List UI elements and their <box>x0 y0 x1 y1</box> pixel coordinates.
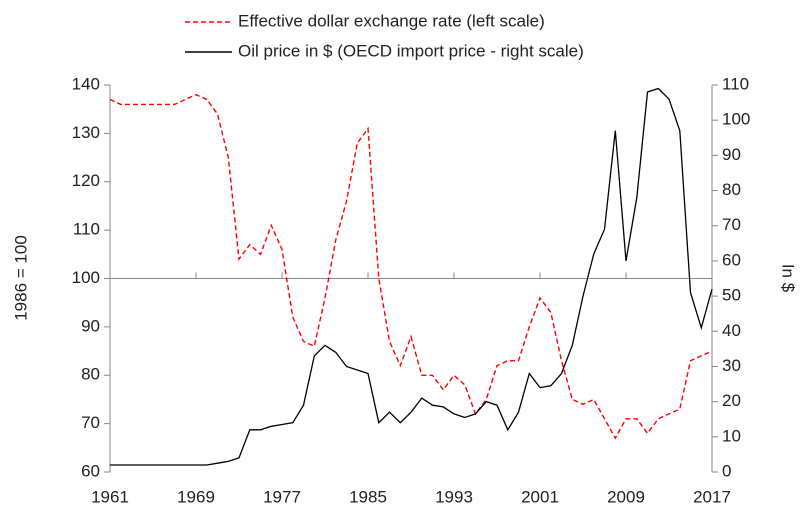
series-line <box>110 87 713 466</box>
legend-label: Effective dollar exchange rate (left sca… <box>238 11 545 30</box>
x-tick-label: 1961 <box>91 487 129 506</box>
x-tick-label: 1985 <box>349 487 387 506</box>
x-tick-label: 2001 <box>521 487 559 506</box>
y-tick-label: 110 <box>73 220 100 239</box>
y2-tick-label: 10 <box>722 426 741 445</box>
y-tick-label: 60 <box>81 461 100 480</box>
y2-tick-label: 90 <box>722 145 741 164</box>
y2-axis-label: In $ <box>779 264 798 293</box>
y2-tick-label: 70 <box>722 215 741 234</box>
y2-tick-label: 60 <box>722 250 741 269</box>
legend-label: Oil price in $ (OECD import price - righ… <box>238 41 584 60</box>
y-tick-label: 80 <box>81 365 100 384</box>
y-tick-label: 120 <box>72 171 100 190</box>
y-tick-label: 90 <box>81 316 100 335</box>
y2-tick-label: 30 <box>722 356 741 375</box>
y-tick-label: 140 <box>72 74 100 93</box>
y2-tick-label: 20 <box>722 391 741 410</box>
y2-tick-label: 80 <box>722 180 741 199</box>
x-tick-label: 2009 <box>607 487 645 506</box>
y2-tick-label: 0 <box>722 461 731 480</box>
x-tick-label: 2017 <box>693 487 731 506</box>
x-tick-label: 1969 <box>177 487 215 506</box>
x-tick-label: 1993 <box>435 487 473 506</box>
y-tick-label: 100 <box>72 268 100 287</box>
y2-tick-label: 50 <box>722 286 741 305</box>
y2-tick-label: 100 <box>722 110 750 129</box>
y-axis-label: 1986 = 100 <box>11 235 30 321</box>
series-line <box>109 93 713 440</box>
y-tick-label: 130 <box>72 123 100 142</box>
x-tick-label: 1977 <box>263 487 301 506</box>
y2-tick-label: 110 <box>722 74 749 93</box>
y2-tick-label: 40 <box>722 321 741 340</box>
y-tick-label: 70 <box>81 413 100 432</box>
